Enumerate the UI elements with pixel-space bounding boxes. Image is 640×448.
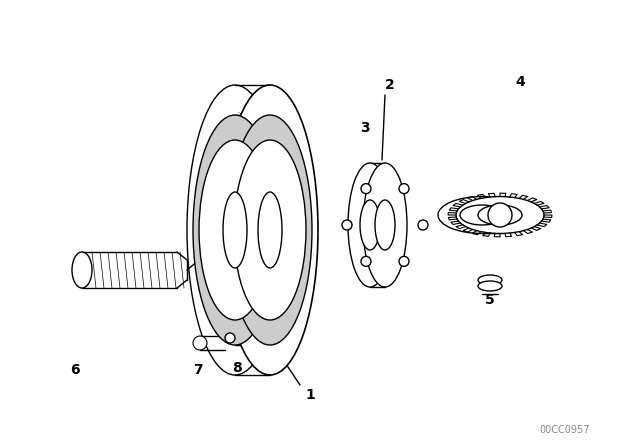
Text: 7: 7 [193,363,203,377]
Text: 8: 8 [232,361,242,375]
Ellipse shape [199,140,271,320]
Ellipse shape [456,197,544,233]
Ellipse shape [222,85,318,375]
Ellipse shape [193,336,207,350]
Text: 6: 6 [70,363,80,377]
Circle shape [418,220,428,230]
Ellipse shape [258,192,282,268]
Ellipse shape [72,252,92,288]
Circle shape [399,256,409,267]
Circle shape [361,184,371,194]
Ellipse shape [478,205,522,225]
Text: 2: 2 [385,78,395,92]
Circle shape [225,333,235,343]
Ellipse shape [187,85,283,375]
Ellipse shape [478,281,502,291]
Ellipse shape [478,275,502,285]
Ellipse shape [193,115,277,345]
Text: 00CC0957: 00CC0957 [540,425,590,435]
Ellipse shape [348,163,392,287]
Ellipse shape [460,205,504,225]
Ellipse shape [438,197,526,233]
Circle shape [399,184,409,194]
Text: 1: 1 [305,388,315,402]
Ellipse shape [360,200,380,250]
Ellipse shape [375,200,395,250]
Ellipse shape [363,163,407,287]
Ellipse shape [228,115,312,345]
Text: 5: 5 [485,293,495,307]
Circle shape [361,256,371,267]
Ellipse shape [223,192,247,268]
Circle shape [342,220,352,230]
Text: 3: 3 [360,121,370,135]
Circle shape [488,203,512,227]
Text: 4: 4 [515,75,525,89]
Ellipse shape [234,140,306,320]
